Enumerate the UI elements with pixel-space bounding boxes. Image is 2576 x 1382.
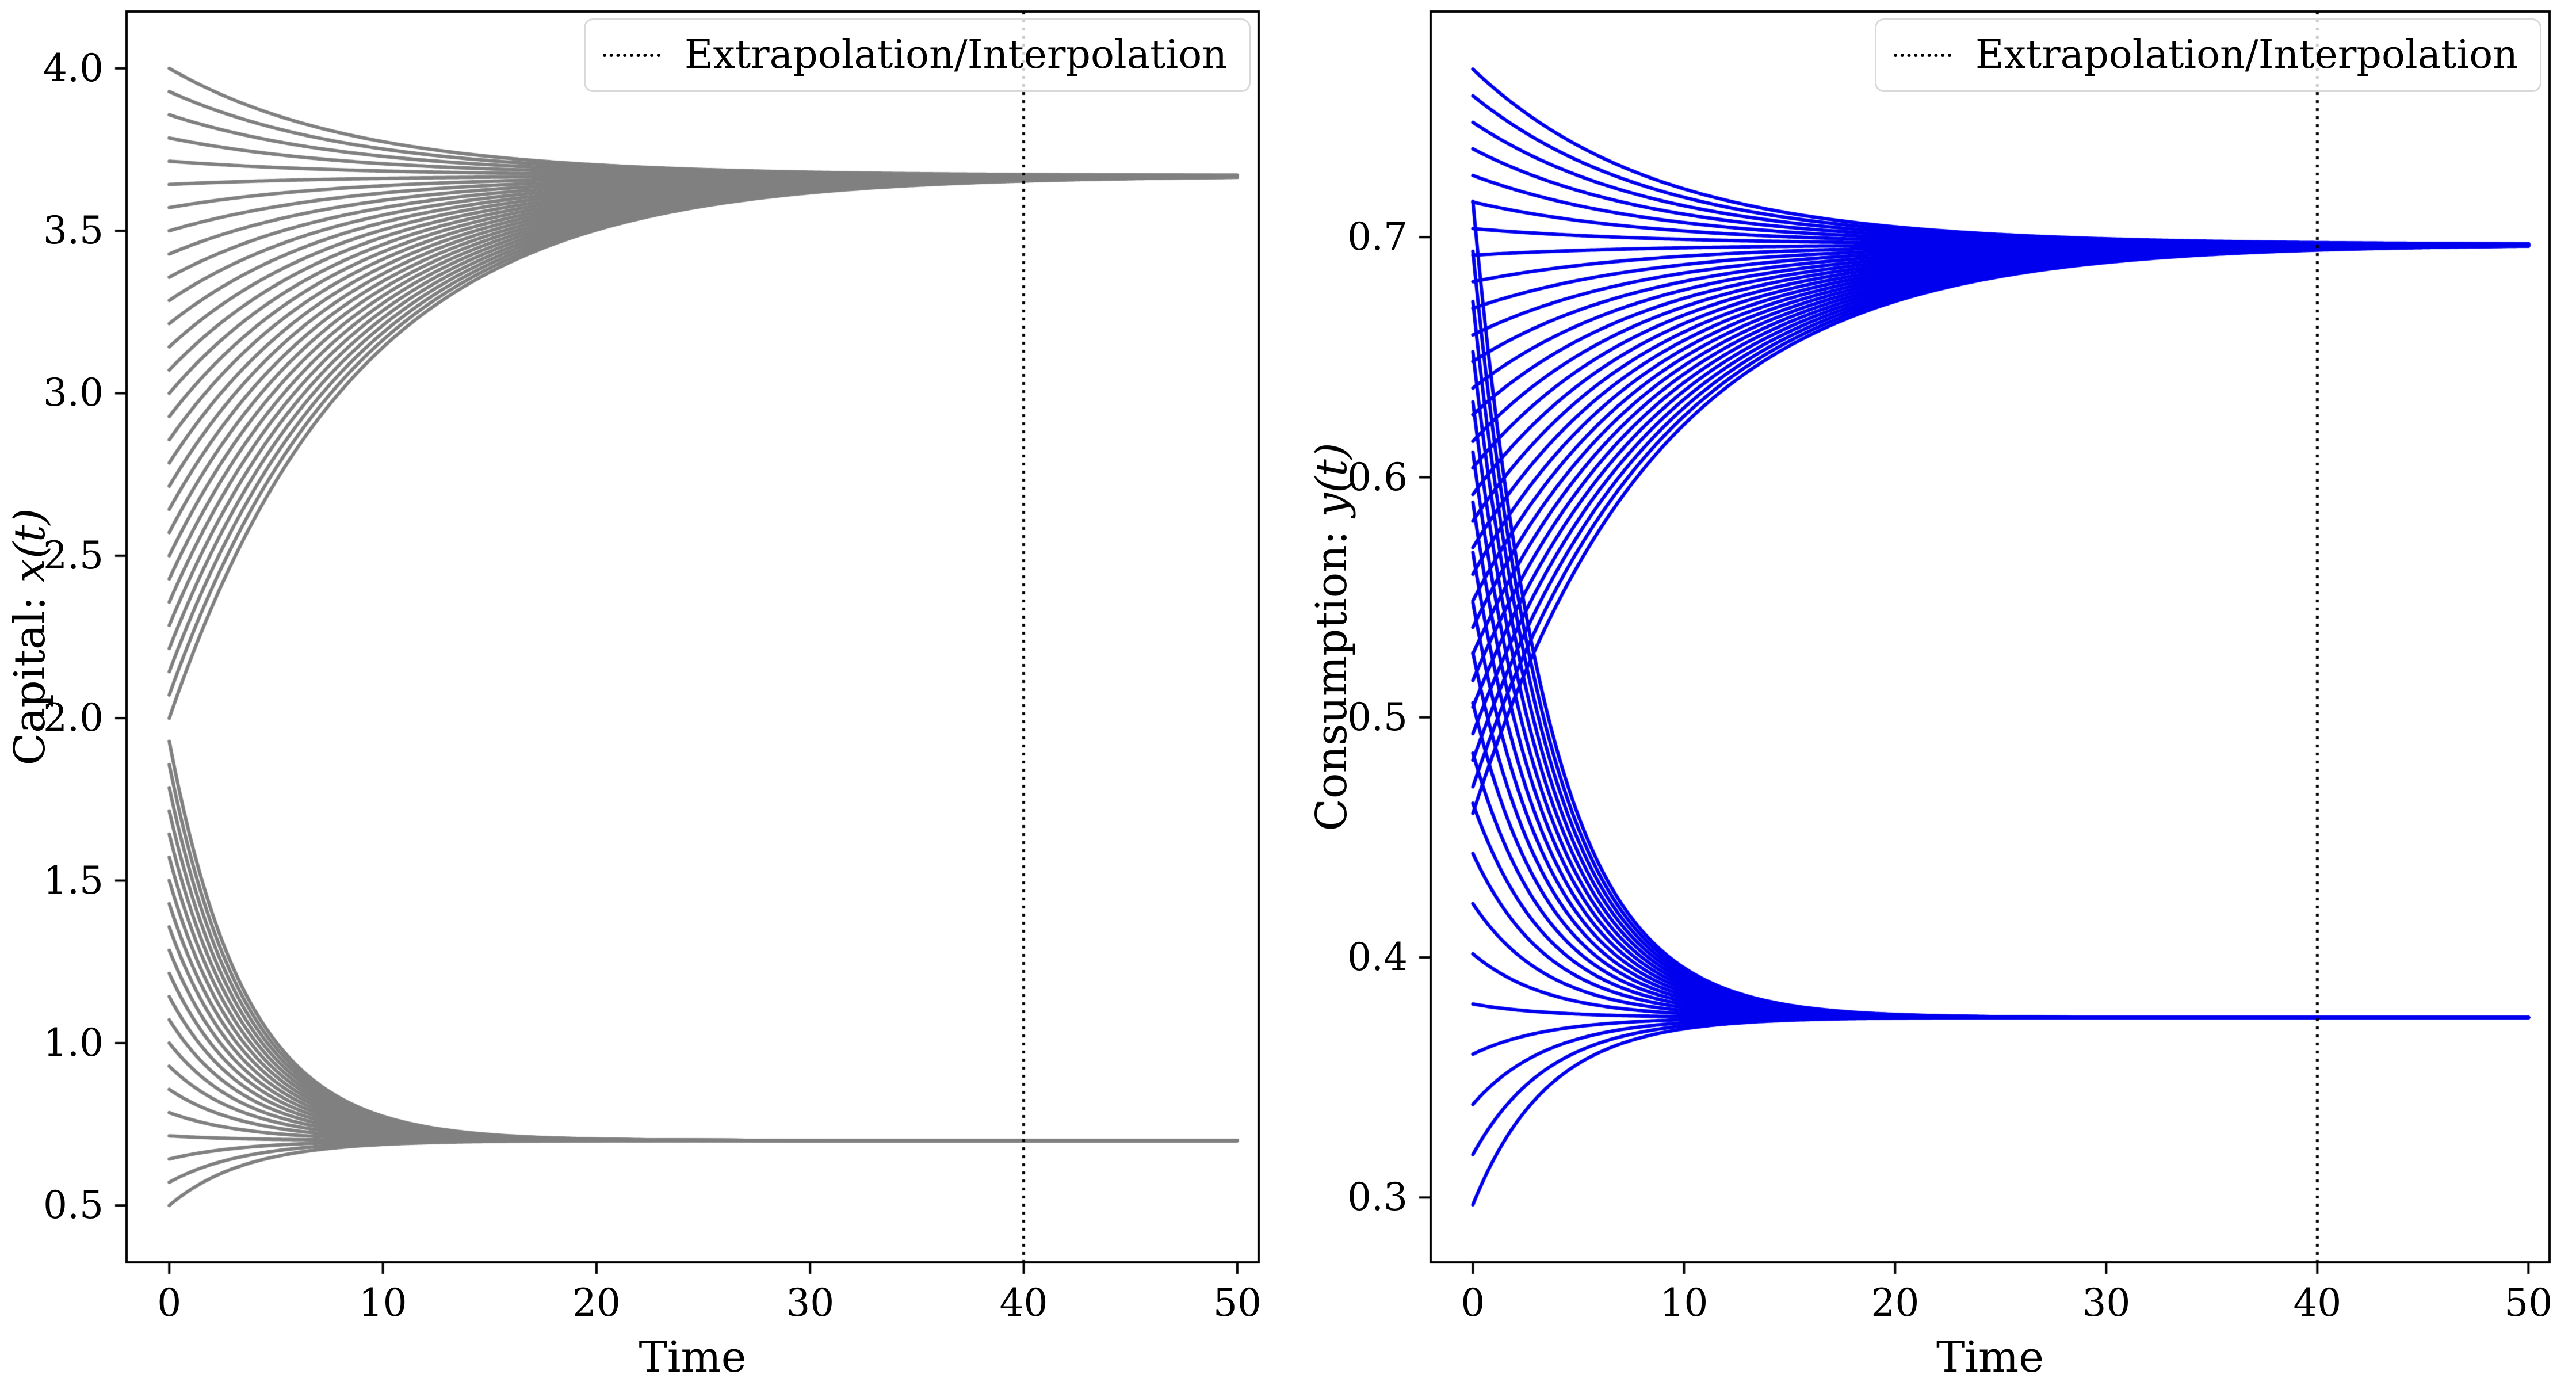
x-tick-label: 10 <box>1660 1281 1709 1325</box>
x-tick-label: 20 <box>572 1281 621 1325</box>
y-tick-label: 0.4 <box>1347 935 1408 980</box>
y-tick-label: 2.5 <box>43 533 104 578</box>
legend-label: Extrapolation/Interpolation <box>684 32 1227 78</box>
y-tick-label: 0.3 <box>1347 1175 1408 1220</box>
x-tick-label: 20 <box>1871 1281 1920 1325</box>
y-tick-label: 3.5 <box>43 208 104 253</box>
x-tick-label: 40 <box>999 1281 1048 1325</box>
y-tick-label: 3.0 <box>43 371 104 415</box>
y-tick-label: 2.0 <box>43 696 104 740</box>
x-tick-label: 40 <box>2293 1281 2342 1325</box>
x-tick-label: 0 <box>157 1281 182 1325</box>
dotted-line-icon <box>1893 53 1951 57</box>
dotted-line-icon <box>602 53 660 57</box>
y-tick-label: 0.7 <box>1347 215 1408 259</box>
y-tick-label: 0.5 <box>43 1183 104 1228</box>
y-tick-label: 0.6 <box>1347 455 1408 499</box>
x-tick-label: 50 <box>1213 1281 1262 1325</box>
x-tick-label: 50 <box>2504 1281 2553 1325</box>
y-tick-label: 1.5 <box>43 858 104 903</box>
y-tick-label: 1.0 <box>43 1020 104 1065</box>
y-axis-label-consumption: Consumption: y(t) <box>1307 442 1356 831</box>
legend-capital: Extrapolation/Interpolation <box>583 18 1251 92</box>
y-axis-label-consumption-text: Consumption: <box>1307 517 1356 831</box>
y-tick-label: 4.0 <box>43 45 104 90</box>
x-tick-label: 10 <box>358 1281 407 1325</box>
legend-consumption: Extrapolation/Interpolation <box>1874 18 2541 92</box>
x-axis-label-capital: Time <box>639 1333 747 1382</box>
x-tick-label: 30 <box>786 1281 835 1325</box>
legend-label: Extrapolation/Interpolation <box>1975 32 2518 78</box>
y-tick-label: 0.5 <box>1347 694 1408 739</box>
x-tick-label: 30 <box>2082 1281 2131 1325</box>
x-tick-label: 0 <box>1461 1281 1485 1325</box>
x-axis-label-consumption: Time <box>1936 1333 2044 1382</box>
